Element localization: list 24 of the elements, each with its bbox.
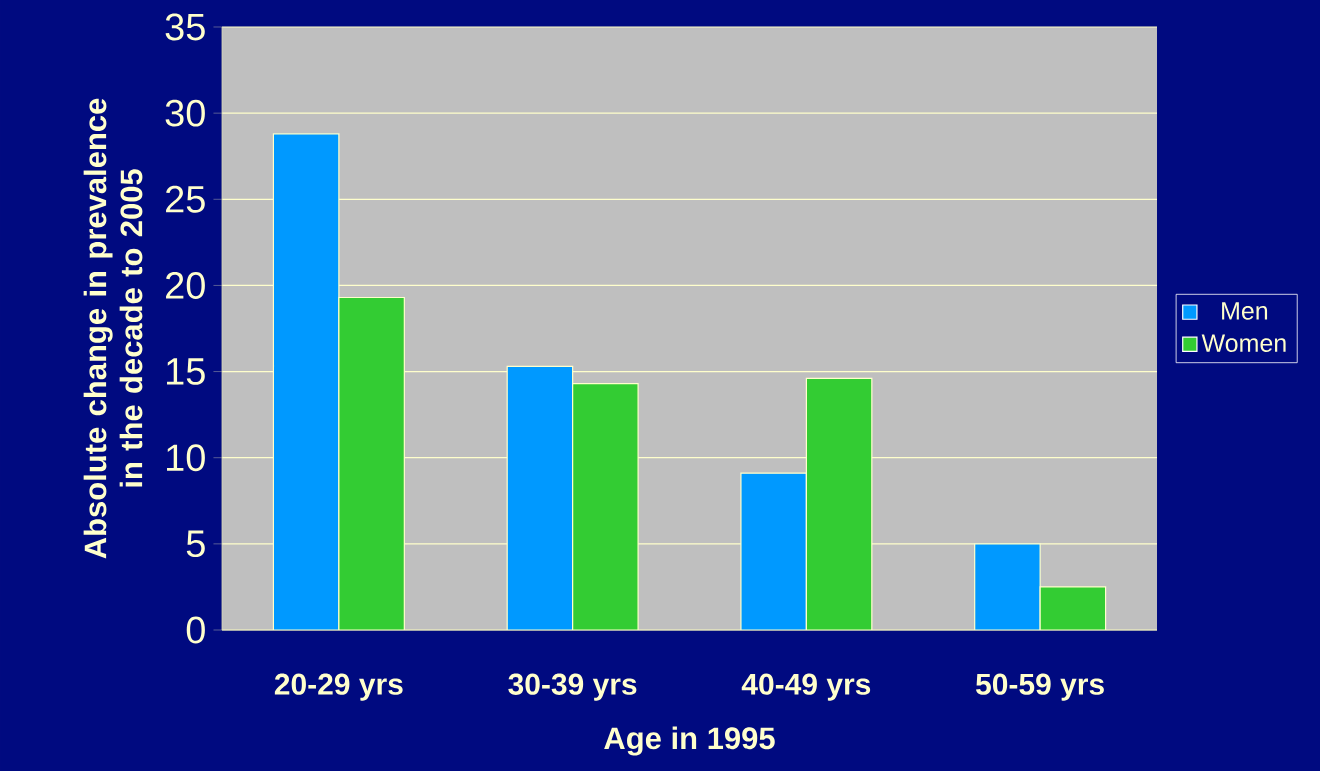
y-tick-label: 5	[186, 530, 205, 558]
x-axis-title: Age in 1995	[604, 726, 775, 756]
y-tick-label: 30	[165, 99, 205, 127]
x-tick-label: 40-49 yrs	[741, 673, 871, 701]
legend-label: Men	[1222, 302, 1268, 320]
legend-label: Women	[1201, 334, 1286, 352]
bar	[740, 472, 807, 630]
bar	[572, 383, 639, 630]
y-axis-title: Absolute change in prevalence in the decade to 2005	[83, 98, 143, 559]
bar	[974, 543, 1041, 630]
y-tick-label: 10	[167, 444, 205, 472]
x-tick-label: 30-39 yrs	[508, 673, 637, 701]
bar	[1039, 586, 1107, 630]
bar	[506, 365, 574, 630]
x-tick-label: 20-29 yrs	[274, 673, 403, 701]
y-tick-label: 0	[186, 616, 205, 644]
y-tick-label: 25	[166, 185, 205, 213]
x-tick-label: 50-59 yrs	[975, 673, 1104, 701]
bar	[805, 377, 873, 630]
bar	[338, 296, 405, 630]
y-tick-label: 15	[167, 358, 205, 385]
bar	[272, 133, 340, 630]
y-tick-label: 20	[166, 271, 205, 299]
y-tick-label: 35	[165, 13, 205, 41]
